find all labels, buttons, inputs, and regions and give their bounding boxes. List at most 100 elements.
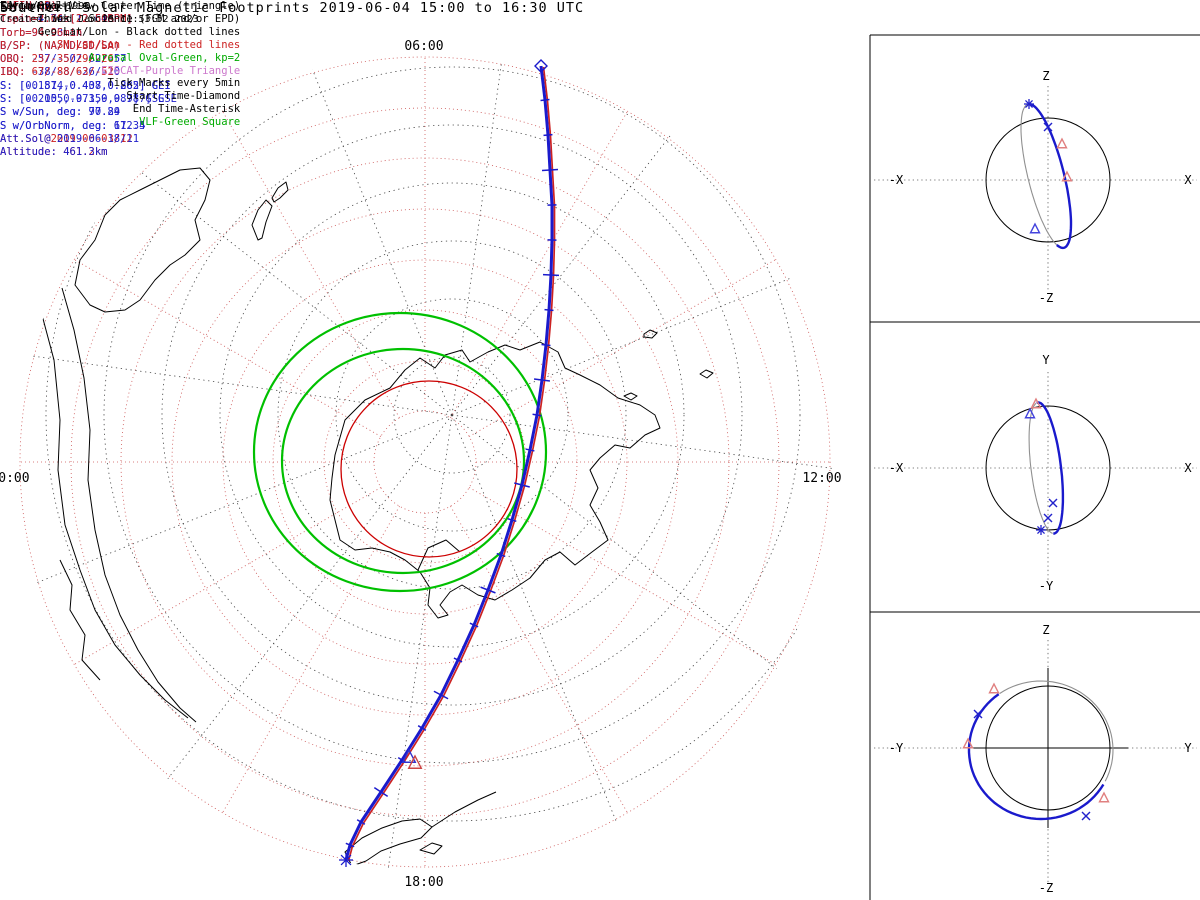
elfin-b-info-line: Tspin=2.66s[22.50RPM] [0,13,133,26]
time-tick [533,378,551,382]
elfin-b-info-line: B/SP: (NA/ND/SD/SA) [0,39,121,52]
legend-line: Tick Marks every 5min [107,77,241,90]
panel-axis-label: Z [1042,69,1049,83]
triangle-marker [1029,222,1041,234]
triangle-marker [1061,170,1073,182]
elfin-b-info-line: S: [-0.874,0.407,0.262] GEI [0,79,171,92]
elfin-b-info-line: OBQ: 23/-35/29/-26 [0,53,114,66]
sm-orbit-title: SM orbit [0,0,71,15]
x-marker [1043,122,1053,132]
asterisk-marker [339,853,353,867]
triangle-marker [1030,397,1042,409]
elfin-a-info-line: Torb=94.93min [0,26,83,39]
legend-line: Start Time-Diamond [126,90,241,103]
credits-box: Tsyganenko-1996 Created: Wed Jan 25 11:53… [0,0,199,26]
orbit-near-side [1036,401,1065,535]
elfin-a-info-line: OBQ: -57/-50/-62/-57 [0,53,127,66]
sm-orbit-panel-xy: Y -Y -X X [874,353,1197,593]
credits-line: Tsyganenko-1996 [0,1,91,12]
geo-grid [17,54,833,870]
coastline-ice-shelf [417,539,461,571]
elfin-a-info-line: ELFIN (A) [0,0,57,12]
coastline-island-small-4 [623,392,638,401]
panel-axis-label: -Z [1039,291,1053,305]
sm-orbit-panel-xz: Z -Z -X X [874,69,1197,305]
coastline-island-small-1 [419,842,443,855]
panel-axis-label: -Y [889,741,904,755]
orbit-panel-frame [869,34,1200,900]
orbit-near-side [967,693,1105,821]
orbit-far-side [999,680,1114,782]
panel-axis-label: X [1184,173,1192,187]
time-tick [453,657,463,663]
elfin-b-info-line: Altitude: 461.3km [0,146,108,159]
panel-axis-label: Z [1042,623,1049,637]
x-marker [973,709,983,719]
triangle-marker [407,754,423,769]
legend-line: Geo Lat/Lon - Black dotted lines [37,25,241,38]
auroral-oval [252,311,548,593]
time-tick [542,273,560,277]
asterisk-marker [1024,99,1034,109]
coastline-tierra-del-fuego [344,818,433,867]
panel-axis-label: -Y [1039,579,1054,593]
legend-line: Earth/Oval View Center Time (triangle) [0,0,241,12]
coastline-patagonia [431,791,497,828]
elfin-a-info-line: Altitude: 461.2km [0,146,108,159]
triangle-marker [1098,791,1110,803]
time-tick [541,343,551,347]
time-tick [469,622,479,628]
earth-circle [985,117,1111,243]
time-tick [433,690,449,700]
triangle-marker [1024,407,1036,419]
x-marker [1081,811,1091,821]
elfin-b-info-line: S w/Sun, deg: 77.84 [0,106,121,119]
triangle-marker [962,737,974,749]
triangle-marker [1056,137,1068,149]
orbit-far-side [1020,103,1058,246]
elfin-b-info-line: Att.Sol@ 2019-06-18/11 [0,132,140,145]
coastline-australia [74,167,211,313]
diamond-marker [534,59,548,73]
credits-line: Created: Wed Jan 25 11:53:52 2023 [0,14,199,25]
triangle-marker [988,682,1000,694]
legend-box: Earth/Oval View Center Time (triangle) Th… [0,0,240,129]
coastline-antarctica [329,341,661,619]
time-tick [525,448,535,452]
footprint-a-line [344,65,554,861]
elfin-a-info-line: S: [-0.005,-0.159,0.987] GSE [0,93,178,106]
time-tick [541,168,559,172]
elfin-b-info-line: IBQ: 67/-88/63/-52 [0,66,114,79]
elfin-a-info-line: Tspin=4.74s[12.64RPM] [0,13,133,26]
elfin-a-info-line: S w/OrbNorm, deg: 67.34 [0,119,146,132]
elfin-a-info-line: IBQ: -38/-8/-26/-10 [0,66,121,79]
mlt-hour-label: 06:00 [404,39,443,54]
earth-circle [985,685,1111,811]
time-tick [356,819,366,825]
sm-lat-circle [340,380,518,558]
elfin-a-info-line: S: [0.151,-0.438,0.885] GEI [0,79,171,92]
time-tick [345,842,355,848]
time-tick [543,133,553,137]
legend-line: EISCAT-Purple Triangle [101,64,241,77]
time-tick [532,413,542,417]
legend-line: Auroral Oval-Green, kp=2 [88,51,241,64]
coastline-new-zealand-north [271,181,289,203]
legend-line: End Time-Asterisk [132,103,241,116]
elfin-b-info-line: ELFIN (B) [0,0,57,12]
mlt-hour-label: 12:00 [802,471,841,486]
elfin-a-info-line: B/SP: (NA/ND/SD/SA) [0,39,121,52]
time-tick [514,482,530,488]
triangle-marker [401,748,417,763]
time-tick [480,586,496,594]
time-tick [544,308,554,312]
page-title: Southern Solar Magnetic Footprints 2019-… [0,0,585,16]
map-grids [17,54,833,870]
elfin-a-info-line: S w/Sun, deg: 90.29 [0,106,121,119]
legend-line: SM Lat/Lon - Red dotted lines [56,38,241,51]
coastline-new-zealand-south [251,199,273,241]
coastline-island-small-2 [643,329,658,339]
mlt-hour-label: 18:00 [404,875,443,890]
